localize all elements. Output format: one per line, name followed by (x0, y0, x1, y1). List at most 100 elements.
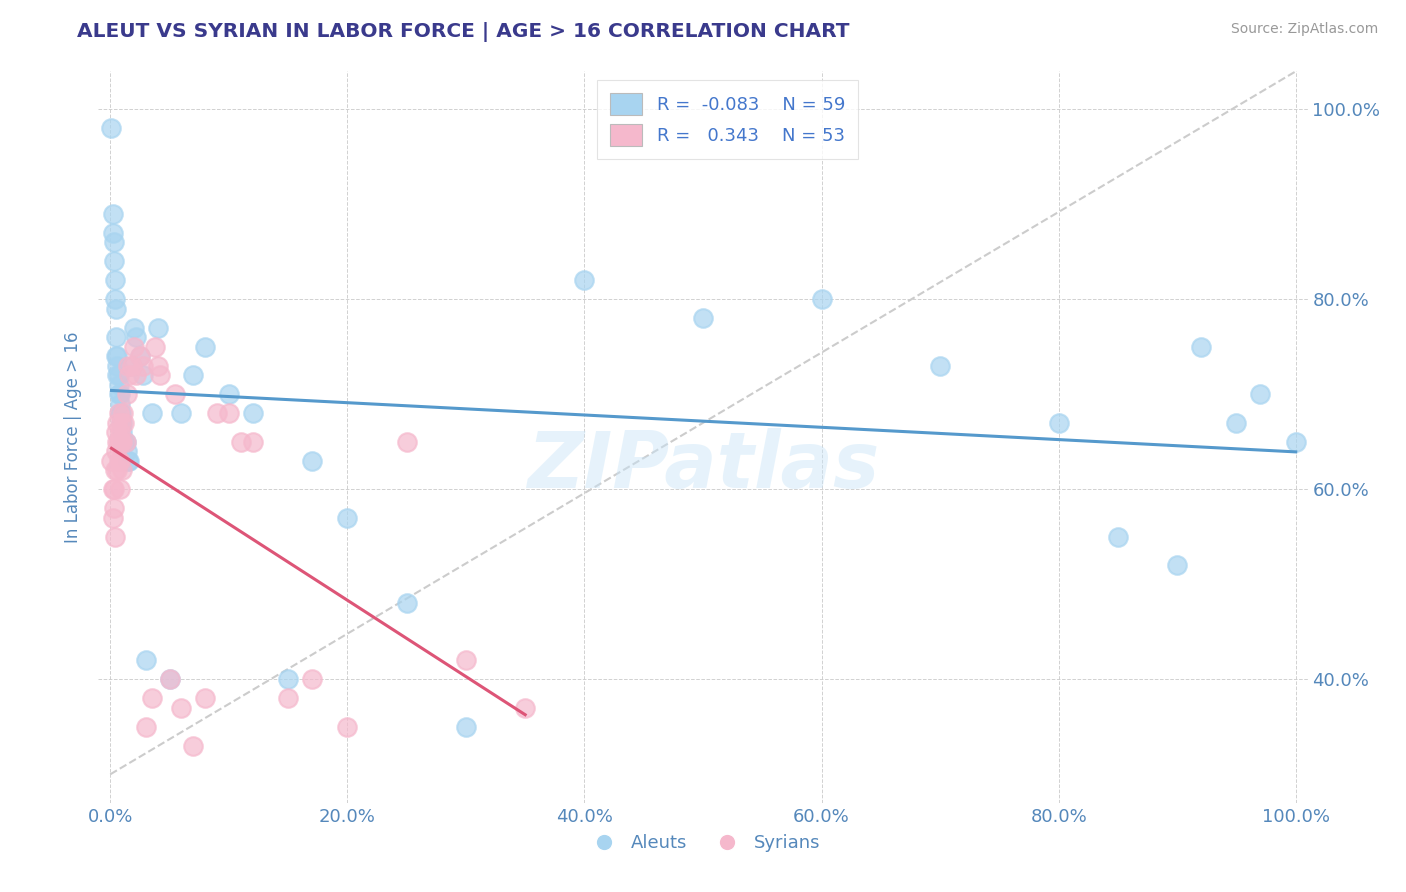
Point (107, 406, 129, 420)
Point (125, 368, 148, 383)
Point (141, 691, 163, 706)
Point (107, 377, 129, 392)
Point (118, 454, 141, 468)
Point (146, 359, 169, 373)
Point (111, 434, 134, 449)
Point (112, 406, 135, 420)
Point (242, 434, 264, 449)
Point (105, 434, 128, 449)
Point (132, 368, 155, 383)
Point (108, 483, 131, 497)
Point (114, 434, 136, 449)
Point (159, 673, 181, 687)
Point (112, 434, 135, 449)
Point (105, 349, 128, 363)
Point (135, 653, 157, 667)
Point (129, 349, 152, 363)
Point (110, 434, 132, 449)
Point (104, 273, 127, 287)
Point (1249, 387, 1271, 401)
Legend: Aleuts, Syrians: Aleuts, Syrians (578, 827, 828, 860)
Point (101, 511, 124, 525)
Point (135, 720, 157, 734)
Point (146, 321, 169, 335)
Point (301, 454, 323, 468)
Point (194, 691, 217, 706)
Point (277, 673, 299, 687)
Point (111, 463, 134, 477)
Point (336, 511, 359, 525)
Point (105, 463, 128, 477)
Point (104, 463, 127, 477)
Point (170, 406, 193, 420)
Point (1285, 434, 1308, 449)
Point (395, 596, 418, 610)
Point (114, 416, 136, 430)
Point (1047, 416, 1070, 430)
Point (103, 483, 125, 497)
Point (105, 425, 128, 440)
Y-axis label: In Labor Force | Age > 16: In Labor Force | Age > 16 (65, 331, 83, 543)
Point (104, 530, 127, 544)
Point (110, 416, 132, 430)
Point (454, 653, 477, 667)
Point (101, 207, 124, 221)
Point (132, 359, 155, 373)
Point (105, 416, 128, 430)
Point (108, 406, 131, 420)
Point (125, 330, 148, 344)
Point (181, 739, 204, 753)
Point (574, 273, 596, 287)
Point (121, 359, 143, 373)
Point (115, 387, 138, 401)
Point (159, 673, 181, 687)
Point (122, 321, 145, 335)
Point (129, 349, 152, 363)
Point (105, 359, 128, 373)
Point (122, 340, 145, 354)
Point (101, 483, 124, 497)
Point (301, 673, 323, 687)
Point (149, 368, 172, 383)
Point (229, 434, 252, 449)
Text: ZIPatlas: ZIPatlas (527, 428, 879, 504)
Point (105, 330, 128, 344)
Point (104, 293, 127, 307)
Point (181, 368, 204, 383)
Point (454, 720, 477, 734)
Point (103, 254, 125, 268)
Point (108, 425, 131, 440)
Point (114, 434, 136, 449)
Point (1107, 530, 1129, 544)
Point (205, 406, 228, 420)
Point (1189, 340, 1212, 354)
Point (107, 368, 129, 383)
Point (107, 434, 129, 449)
Point (170, 701, 193, 715)
Point (692, 311, 714, 326)
Point (103, 235, 125, 250)
Point (242, 406, 264, 420)
Point (111, 425, 134, 440)
Point (114, 434, 136, 449)
Point (118, 368, 141, 383)
Point (141, 406, 163, 420)
Point (100, 454, 122, 468)
Point (100, 121, 122, 136)
Point (395, 434, 418, 449)
Point (108, 387, 131, 401)
Point (101, 226, 124, 240)
Point (194, 340, 217, 354)
Point (108, 397, 131, 411)
Point (143, 340, 166, 354)
Point (107, 387, 129, 401)
Point (218, 406, 240, 420)
Point (165, 387, 187, 401)
Point (105, 301, 128, 316)
Point (115, 444, 138, 458)
Point (105, 368, 128, 383)
Point (515, 701, 537, 715)
Point (1166, 558, 1188, 573)
Point (110, 406, 132, 420)
Text: ALEUT VS SYRIAN IN LABOR FORCE | AGE > 16 CORRELATION CHART: ALEUT VS SYRIAN IN LABOR FORCE | AGE > 1… (77, 22, 849, 42)
